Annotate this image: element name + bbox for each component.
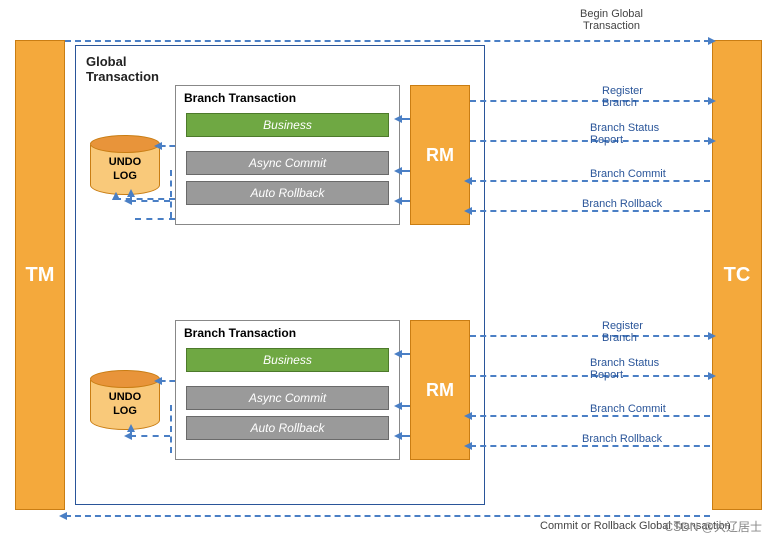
undo-up-1	[130, 195, 132, 200]
branch-to-undo-1	[160, 145, 175, 147]
undo-conn-v2	[170, 405, 172, 453]
undo-label: UNDO LOG	[109, 391, 141, 417]
branch-rollback-arrow-1	[470, 210, 710, 212]
branch-to-undo-2	[160, 380, 175, 382]
tc-component: TC	[712, 40, 762, 510]
branch-rollback-arrow-2	[470, 445, 710, 447]
auto-rollback-op: Auto Rollback	[186, 416, 389, 440]
tm-component: TM	[15, 40, 65, 510]
async-to-undo-1	[130, 200, 170, 202]
tm-tc-begin-arrow	[65, 40, 710, 42]
branch-status-label-2: Branch Status Report	[590, 357, 659, 381]
branch-rollback-label: Branch Rollback	[582, 198, 662, 210]
watermark: CSDN @大辽居士	[664, 518, 762, 535]
undo-log-lid	[90, 135, 160, 153]
business-op: Business	[186, 348, 389, 372]
branch-commit-arrow-1	[470, 180, 710, 182]
undo-up-1a	[115, 198, 117, 199]
rm-label: RM	[426, 380, 454, 401]
branch-commit-label-2: Branch Commit	[590, 403, 666, 415]
undo-log-lid	[90, 370, 160, 388]
branch-title: Branch Transaction	[176, 86, 399, 110]
branch-commit-label: Branch Commit	[590, 168, 666, 180]
rm-to-business-2	[400, 353, 410, 355]
register-branch-label-2: Register Branch	[602, 320, 643, 344]
begin-global-label: Begin Global Transaction	[580, 8, 643, 32]
undo-log-2: UNDO LOG	[90, 370, 160, 430]
rm-to-rollback-2	[400, 435, 410, 437]
branch-commit-arrow-2	[470, 415, 710, 417]
auto-rollback-op: Auto Rollback	[186, 181, 389, 205]
rm-to-rollback-1	[400, 200, 410, 202]
branch-status-label: Branch Status Report	[590, 122, 659, 146]
branch-rollback-label-2: Branch Rollback	[582, 433, 662, 445]
undo-conn-v1	[170, 170, 172, 218]
rm-to-async-2	[400, 405, 410, 407]
tc-label: TC	[724, 264, 751, 287]
undo-up-2	[130, 430, 132, 435]
register-branch-label: Register Branch	[602, 85, 643, 109]
rm-2: RM	[410, 320, 470, 460]
async-commit-op: Async Commit	[186, 386, 389, 410]
rm-to-async-1	[400, 170, 410, 172]
business-op: Business	[186, 113, 389, 137]
register-branch-arrow-2	[470, 335, 710, 337]
undo-log-1: UNDO LOG	[90, 135, 160, 195]
tm-label: TM	[26, 264, 55, 287]
undo-label: UNDO LOG	[109, 156, 141, 182]
rm-label: RM	[426, 145, 454, 166]
branch-title: Branch Transaction	[176, 321, 399, 345]
register-branch-arrow-1	[470, 100, 710, 102]
rm-1: RM	[410, 85, 470, 225]
branch-transaction-1: Branch Transaction Business Async Commit…	[175, 85, 400, 225]
tc-tm-commit-arrow	[65, 515, 710, 517]
async-to-undo-2	[130, 435, 170, 437]
async-commit-op: Async Commit	[186, 151, 389, 175]
undo-line-1c	[135, 218, 175, 220]
rm-to-business-1	[400, 118, 410, 120]
global-transaction-title: Global Transaction	[86, 54, 159, 84]
branch-transaction-2: Branch Transaction Business Async Commit…	[175, 320, 400, 460]
